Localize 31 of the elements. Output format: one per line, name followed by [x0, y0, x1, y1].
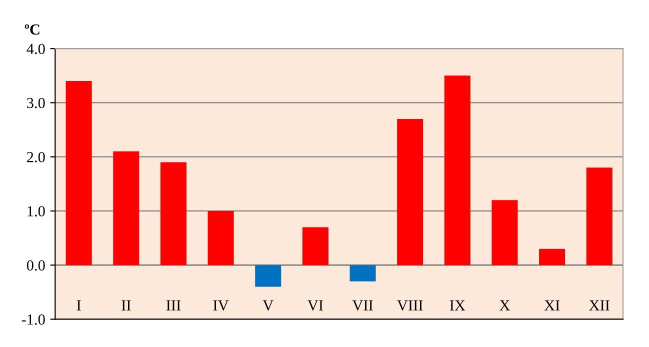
x-tick-label: V: [262, 300, 274, 311]
bar: [160, 162, 186, 266]
y-tick-label: 2.0: [27, 152, 45, 162]
y-axis-title: ºC: [24, 24, 40, 35]
x-tick-label: VI: [308, 300, 323, 311]
y-tick-label: -1.0: [22, 314, 45, 325]
x-tick-label: XII: [589, 300, 610, 310]
x-tick-label: VIII: [397, 300, 423, 311]
x-tick-label: VII: [352, 300, 373, 311]
y-tick-label: 1.0: [28, 206, 45, 216]
x-tick-label: IX: [450, 300, 466, 310]
bar: [492, 200, 518, 266]
bar: [66, 81, 92, 266]
bar: [350, 265, 376, 282]
x-tick-label: II: [122, 300, 131, 310]
bar: [113, 151, 140, 266]
y-tick-label: 4.0: [26, 44, 45, 54]
y-tick-label: 3.0: [27, 98, 45, 108]
bar: [208, 210, 234, 266]
bar: [586, 168, 612, 266]
x-tick-label: X: [500, 300, 510, 310]
x-tick-label: I: [76, 300, 81, 310]
y-tick-label: 0.0: [26, 260, 45, 271]
bar: [539, 248, 566, 266]
x-tick-label: III: [166, 300, 181, 310]
bar: [302, 227, 328, 266]
bar: [397, 118, 424, 266]
bar: [255, 265, 282, 287]
bar: [444, 76, 470, 266]
x-tick-label: IV: [213, 300, 229, 311]
x-tick-label: XI: [544, 300, 560, 310]
